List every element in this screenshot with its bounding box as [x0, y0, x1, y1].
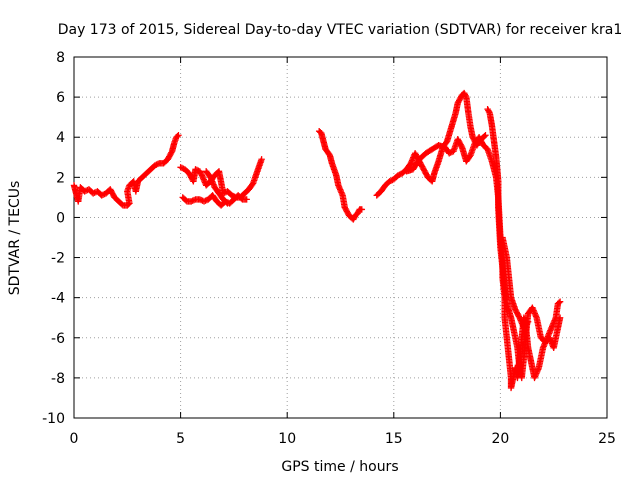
data-point: [524, 319, 531, 327]
data-point: [396, 171, 403, 178]
data-point: [224, 200, 231, 207]
data-point: [188, 198, 195, 205]
data-point: [89, 190, 97, 197]
data-point: [174, 133, 181, 140]
y-tick-label: 2: [56, 170, 65, 186]
data-point: [258, 156, 265, 163]
x-tick-label: 15: [385, 431, 403, 447]
x-tick-label: 20: [491, 431, 509, 447]
y-tick-label: -8: [51, 371, 65, 387]
data-point: [175, 132, 182, 139]
data-point: [482, 132, 489, 139]
ticks: -10 -8 -6 -4 -2 0 2 4 6 8 0 5 10 15 20 25: [42, 50, 616, 447]
data-point: [358, 206, 366, 213]
data-point: [200, 198, 208, 205]
y-tick-label: -10: [42, 411, 65, 427]
data-point: [556, 298, 564, 305]
data-point: [446, 150, 453, 157]
data-point: [223, 199, 230, 206]
data-point: [192, 166, 199, 173]
data-point: [481, 133, 488, 140]
data-point: [98, 192, 105, 199]
grid: [74, 57, 607, 418]
data-point: [193, 166, 201, 174]
x-tick-label: 25: [598, 431, 616, 447]
chart-title: Day 173 of 2015, Sidereal Day-to-day VTE…: [58, 22, 623, 38]
y-tick-label: -2: [51, 251, 65, 267]
data-point: [386, 178, 393, 185]
data-points: [70, 89, 564, 392]
data-point: [151, 162, 159, 169]
data-point: [196, 196, 203, 203]
data-point: [190, 196, 198, 204]
data-point: [228, 192, 235, 199]
y-tick-label: -6: [51, 331, 65, 347]
y-axis-label: SDTVAR / TECUs: [7, 181, 23, 296]
y-tick-label: 4: [56, 130, 65, 146]
data-point: [524, 318, 532, 325]
x-tick-label: 5: [176, 431, 185, 447]
data-point: [178, 164, 186, 172]
data-point: [394, 172, 402, 179]
data-point: [81, 188, 88, 195]
data-point: [485, 108, 493, 116]
y-tick-label: 0: [56, 210, 65, 226]
data-point: [154, 160, 162, 168]
data-point: [556, 314, 564, 321]
data-point: [189, 197, 196, 204]
data-point: [202, 197, 209, 204]
plot-frame: [73, 56, 608, 419]
data-point: [462, 92, 469, 99]
data-point: [555, 299, 563, 306]
data-point: [153, 161, 160, 168]
data-point: [99, 191, 107, 198]
x-tick-label: 10: [278, 431, 296, 447]
data-point: [177, 164, 184, 171]
x-tick-label: 0: [70, 431, 79, 447]
data-point: [387, 177, 395, 184]
data-point: [447, 149, 454, 156]
y-tick-label: -4: [51, 291, 65, 307]
x-axis-label: GPS time / hours: [281, 459, 398, 475]
data-point: [198, 196, 205, 204]
y-tick-label: 8: [56, 50, 65, 66]
data-point: [243, 196, 250, 203]
y-tick-label: 6: [56, 90, 65, 106]
